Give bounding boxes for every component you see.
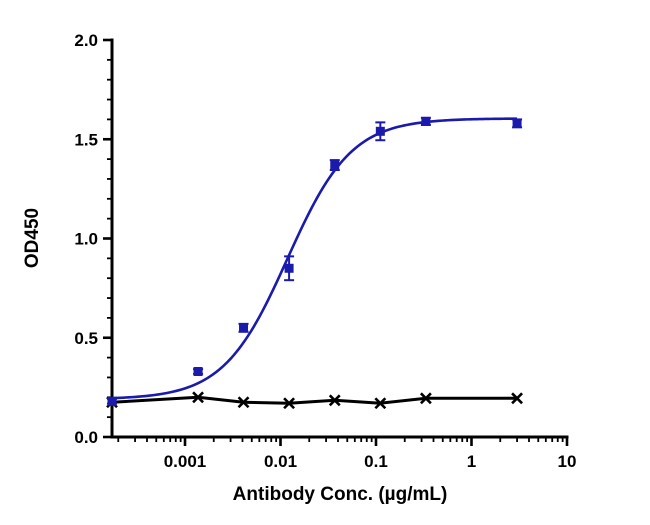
control-marker: [192, 391, 204, 404]
y-tick-label: 2.0: [74, 31, 98, 50]
antibody-marker: [107, 396, 117, 406]
control-line: [111, 395, 518, 405]
control-marker: [419, 392, 432, 405]
x-tick-label: 0.01: [264, 452, 297, 471]
control-marker: [237, 396, 250, 409]
y-tick-label: 0.5: [74, 329, 98, 348]
x-tick-label: 0.001: [164, 452, 207, 471]
control-marker: [283, 397, 296, 410]
antibody-curve: [111, 117, 518, 400]
control-marker: [328, 394, 341, 407]
antibody-marker: [193, 366, 203, 376]
y-tick-label: 1.0: [74, 230, 98, 249]
x-axis-title: Antibody Conc. (µg/mL): [233, 484, 448, 505]
antibody-marker: [239, 323, 249, 333]
x-tick-label: 1: [467, 452, 476, 471]
control-marker: [511, 392, 523, 405]
y-axis-title: OD450: [22, 208, 43, 268]
antibody-marker: [330, 160, 340, 170]
antibody-marker: [375, 126, 385, 136]
plot-layer: 0.001 0.01 0.1 1 10 0.0 0.5 1.0 1.5 2.0: [74, 31, 576, 471]
y-tick-label: 1.5: [74, 130, 98, 149]
control-marker: [374, 397, 387, 410]
x-tick-label: 0.1: [364, 452, 388, 471]
y-tick-label: 0.0: [74, 428, 98, 447]
axes: [110, 38, 569, 439]
antibody-marker: [284, 263, 294, 273]
antibody-marker: [512, 118, 522, 128]
x-tick-label: 10: [558, 452, 577, 471]
antibody-marker: [421, 116, 431, 126]
